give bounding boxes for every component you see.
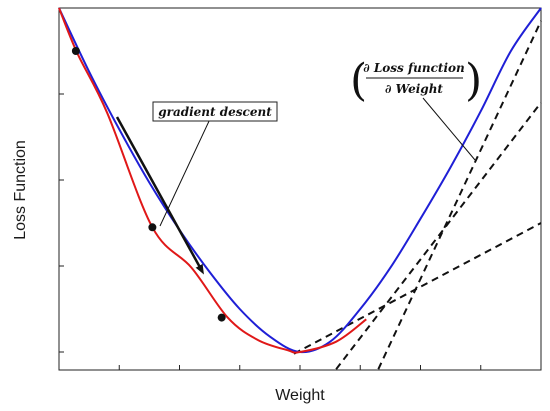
axis-ticks (58, 7, 542, 370)
descent-point-1 (148, 223, 157, 232)
points-group (71, 47, 226, 322)
derivative-numerator: ∂ Loss function (363, 61, 464, 75)
left-paren: ( (350, 55, 367, 106)
tangent-line-2 (377, 20, 542, 370)
derivative-leader (422, 97, 476, 161)
gradient-descent-arrow (115, 116, 204, 275)
descent-point-2 (217, 313, 226, 322)
tangent-line-0 (293, 222, 542, 355)
gradient-descent-leader (159, 118, 211, 227)
descent-point-0 (71, 47, 80, 55)
gradient-descent-label: gradient descent (158, 105, 272, 119)
derivative-annotation: ( ∂ Loss function ∂ Weight ) (350, 55, 482, 161)
x-axis-label: Weight (275, 387, 325, 404)
series-group (58, 7, 542, 354)
tangent-lines (293, 20, 542, 370)
derivative-denominator: ∂ Weight (385, 82, 443, 96)
series-line-descent-path (58, 7, 367, 354)
y-axis-label: Loss Function (12, 140, 29, 240)
tangent-line-1 (335, 101, 542, 370)
right-paren: ) (465, 55, 482, 106)
gradient-descent-label-box (152, 101, 278, 122)
